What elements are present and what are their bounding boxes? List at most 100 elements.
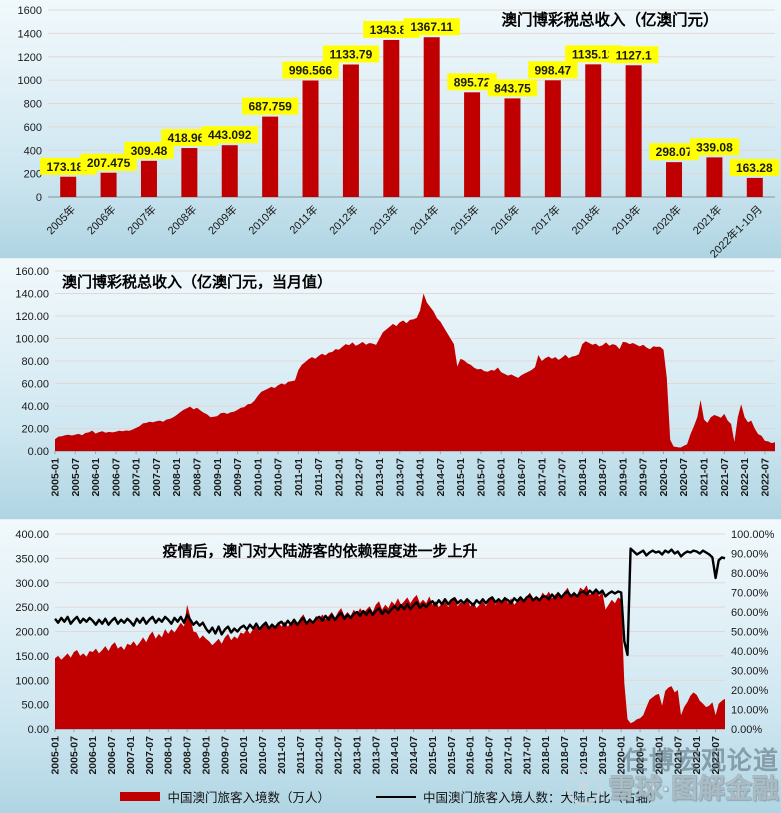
x-tick-label: 2013年 xyxy=(366,202,401,237)
legend-label-visitors: 中国澳门旅客入境数（万人） xyxy=(167,791,330,805)
x-tick-label: 2013-07 xyxy=(370,736,382,775)
y-tick-label-right: 60.00% xyxy=(731,607,769,619)
bar-value-label: 298.07 xyxy=(656,145,693,159)
y-tick-label: 1000 xyxy=(18,75,42,87)
x-tick-label: 2021-01 xyxy=(653,736,665,775)
x-tick-label: 2008年 xyxy=(164,202,199,237)
x-tick-label: 2018-01 xyxy=(540,736,552,775)
y-tick-label: 20.00 xyxy=(21,424,49,436)
x-tick-label: 2022-01 xyxy=(691,736,703,775)
bar xyxy=(585,64,602,197)
black-line-swatch-icon xyxy=(376,795,416,798)
x-tick-label: 2008-07 xyxy=(191,458,203,497)
x-tick-label: 2018年 xyxy=(568,202,603,237)
bar-value-label: 443.092 xyxy=(208,128,252,142)
x-tick-label: 2019-01 xyxy=(617,458,629,497)
x-tick-label: 2017-01 xyxy=(536,458,548,497)
x-tick-label: 2022-07 xyxy=(759,458,771,497)
x-tick-label: 2010-01 xyxy=(252,458,264,497)
combo-chart-title: 疫情后，澳门对大陆游客的依赖程度进一步上升 xyxy=(162,543,478,560)
x-tick-label: 2016-07 xyxy=(484,736,496,775)
bar-value-label: 309.48 xyxy=(131,144,168,158)
y-tick-label: 50.00 xyxy=(21,700,49,712)
tax-area-series xyxy=(55,293,775,451)
x-tick-label: 2005-01 xyxy=(50,736,62,775)
bar-value-label: 173.187 xyxy=(46,160,90,174)
y-tick-label-right: 20.00% xyxy=(731,685,769,697)
bar-value-label-bg xyxy=(487,79,538,97)
x-tick-label: 2009-01 xyxy=(212,458,224,497)
bar-value-label-bg xyxy=(689,138,740,156)
bar-value-label-bg xyxy=(80,153,137,171)
bar-value-label-bg xyxy=(565,45,622,63)
x-tick-label: 2011-01 xyxy=(276,736,288,774)
x-tick-label: 2006-07 xyxy=(110,458,122,497)
bar xyxy=(181,148,198,197)
y-tick-label-right: 40.00% xyxy=(731,646,769,658)
x-tick-label: 2009-07 xyxy=(232,458,244,497)
x-tick-label: 2014-07 xyxy=(435,458,447,497)
area-chart-title: 澳门博彩税总收入（亿澳门元，当月值） xyxy=(62,274,333,291)
x-tick-label: 2012-07 xyxy=(354,458,366,497)
bar xyxy=(504,98,521,197)
x-tick-label: 2016-01 xyxy=(496,458,508,497)
bar-value-label: 1135.13 xyxy=(572,47,615,61)
bar xyxy=(706,157,723,197)
bar xyxy=(625,65,642,197)
x-tick-label: 2018-07 xyxy=(559,736,571,775)
x-tick-label: 2009-01 xyxy=(200,736,212,775)
y-tick-label: 160.00 xyxy=(15,266,49,278)
bar-value-label-bg xyxy=(322,45,380,63)
y-tick-label: 150.00 xyxy=(15,651,49,663)
y-tick-label: 60.00 xyxy=(21,379,49,391)
panel-monthly-area-chart: 160.00 140.00 120.00 100.00 80.00 60.00 40.00 2… xyxy=(0,258,781,519)
x-tick-label: 2011-07 xyxy=(295,736,307,774)
bar xyxy=(60,176,77,197)
y-tick-label: 1200 xyxy=(18,52,42,64)
y-tick-label-right: 50.00% xyxy=(731,627,769,639)
y-tick-label-right: 100.00% xyxy=(731,529,775,541)
y-tick-label-right: 0.00% xyxy=(731,724,762,736)
y-tick-label: 400.00 xyxy=(15,529,49,541)
bar-value-label-bg xyxy=(403,18,460,36)
bar xyxy=(262,116,279,197)
bar-value-label-bg xyxy=(528,61,578,79)
y-tick-label-right: 70.00% xyxy=(731,588,769,600)
bar xyxy=(544,80,561,197)
y-tick-label: 80.00 xyxy=(21,356,49,368)
x-tick-label: 2008-01 xyxy=(171,458,183,497)
x-tick-label: 2014-01 xyxy=(389,736,401,775)
y-tick-label: 140.00 xyxy=(15,289,49,301)
x-tick-label: 2007-01 xyxy=(131,458,143,497)
bar-value-label: 339.08 xyxy=(696,140,733,154)
x-tick-label: 2015-07 xyxy=(446,736,458,775)
x-tick-label: 2010-01 xyxy=(238,736,250,775)
bar-value-label-bg xyxy=(447,73,497,91)
x-tick-label: 2014-07 xyxy=(408,736,420,775)
x-tick-label: 2009-07 xyxy=(219,736,231,775)
y-tick-label: 300.00 xyxy=(15,578,49,590)
bar xyxy=(383,39,400,198)
x-tick-label: 2017年 xyxy=(528,202,563,237)
bar-value-label: 1367.11 xyxy=(410,20,453,34)
legend-item-mainland-share: 中国澳门旅客入境人数：大陆占比（右轴） xyxy=(376,787,661,806)
x-tick-label: 2010-07 xyxy=(257,736,269,775)
y-tick-label: 1600 xyxy=(18,5,42,17)
bar-value-label: 843.75 xyxy=(494,81,531,95)
bar-value-label-bg xyxy=(729,158,779,176)
x-tick-label: 2020年 xyxy=(649,202,684,237)
x-tick-label: 2019年 xyxy=(609,202,644,237)
bar xyxy=(302,80,319,197)
bar-value-label: 687.759 xyxy=(248,100,292,114)
y-tick-label: 400 xyxy=(24,145,42,157)
bar-value-label: 996.566 xyxy=(289,64,333,78)
x-tick-label: 2022-01 xyxy=(739,458,751,497)
x-tick-label: 2022-07 xyxy=(710,736,722,775)
x-tick-label: 2007-07 xyxy=(151,458,163,497)
x-tick-label: 2009年 xyxy=(205,202,240,237)
x-tick-label: 2017-07 xyxy=(521,736,533,775)
x-tick-label: 2020-07 xyxy=(678,458,690,497)
x-tick-label: 2019-07 xyxy=(638,458,650,497)
x-tick-label: 2020-01 xyxy=(658,458,670,497)
